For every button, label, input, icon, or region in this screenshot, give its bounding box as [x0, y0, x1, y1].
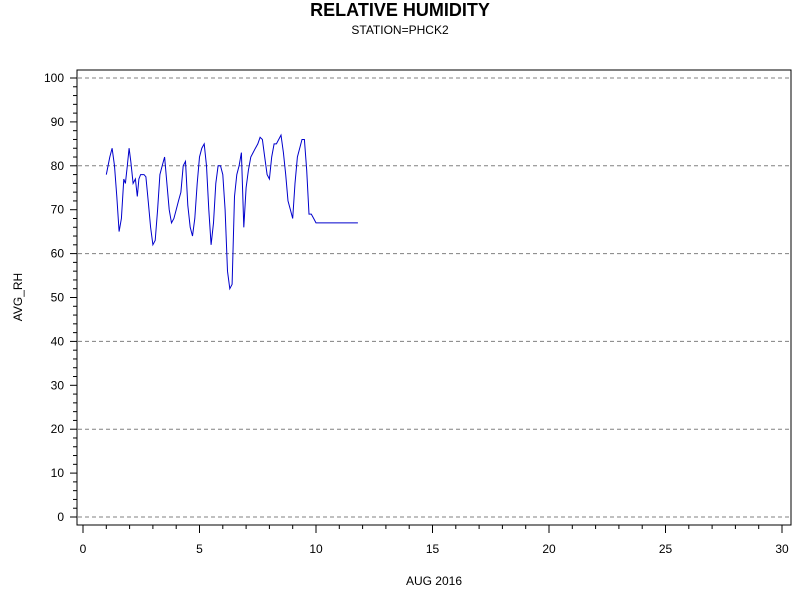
y-tick-label: 50 [51, 291, 65, 305]
grid-lines [78, 77, 790, 518]
x-tick-label: 15 [426, 542, 440, 556]
chart-title: RELATIVE HUMIDITY [310, 0, 490, 20]
x-tick-label: 0 [80, 542, 87, 556]
y-tick-label: 40 [51, 334, 65, 348]
y-axis-label: AVG_RH [11, 273, 25, 321]
y-tick-label: 80 [51, 159, 65, 173]
x-tick-label: 5 [196, 542, 203, 556]
y-tick-label: 100 [44, 71, 64, 85]
y-tick-label: 10 [51, 466, 65, 480]
chart-subtitle: STATION=PHCK2 [351, 23, 449, 37]
y-tick-label: 20 [51, 422, 65, 436]
x-axis-label: AUG 2016 [406, 574, 462, 588]
series-line [105, 133, 358, 291]
x-tick-label: 10 [309, 542, 323, 556]
x-tick-label: 25 [659, 542, 673, 556]
plot-frame [76, 69, 792, 526]
x-tick-label: 20 [542, 542, 556, 556]
x-tick-label: 30 [775, 542, 789, 556]
y-tick-label: 90 [51, 115, 65, 129]
y-tick-label: 30 [51, 378, 65, 392]
y-tick-label: 70 [51, 203, 65, 217]
series-group [105, 133, 358, 291]
x-axis: 0 5 10 15 20 25 30 [80, 525, 789, 556]
y-axis: 0 10 20 30 40 50 60 70 80 90 100 [44, 71, 77, 524]
y-tick-label: 60 [51, 247, 65, 261]
y-tick-label: 0 [57, 510, 64, 524]
